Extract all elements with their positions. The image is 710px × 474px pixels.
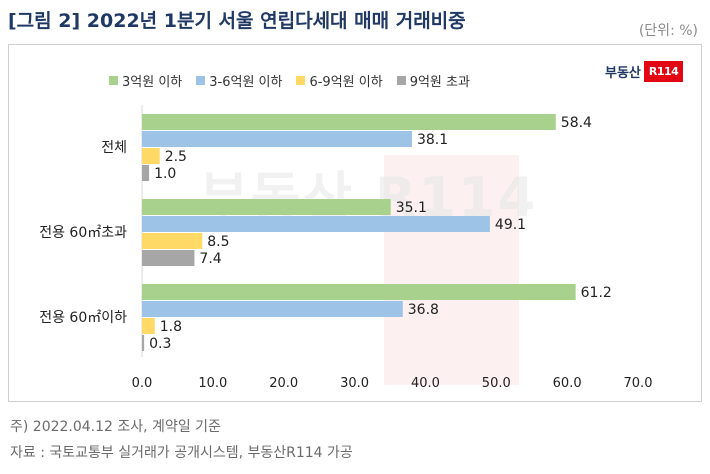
data-label: 1.0 <box>154 166 176 182</box>
data-label: 38.1 <box>417 132 448 148</box>
data-label: 35.1 <box>396 200 427 216</box>
bar <box>142 301 403 317</box>
category-label: 전체 <box>101 140 127 156</box>
x-tick-label: 70.0 <box>624 376 653 391</box>
bar <box>142 216 490 232</box>
legend-item-2: 3-6억원 이하 <box>196 71 282 90</box>
legend-label-3: 6-9억원 이하 <box>309 75 383 90</box>
bar <box>142 165 150 181</box>
bar <box>142 250 195 266</box>
data-label: 49.1 <box>495 217 526 233</box>
bar-chart: 전체 58.4 38.1 2.51.0 전용 60㎡초과 35.1 49.1 8.57.4 전용… <box>39 105 653 391</box>
watermark-box <box>384 155 519 385</box>
x-tick-label: 50.0 <box>482 376 511 391</box>
legend-swatch-2 <box>196 76 206 85</box>
data-label: 58.4 <box>561 115 592 131</box>
legend-item-3: 6-9억원 이하 <box>296 71 383 90</box>
logo-text: 부동산 <box>605 66 641 81</box>
chart-legend: 3억원 이하 3-6억원 이하 6-9억원 이하 9억원 초과 <box>109 71 470 90</box>
category-label: 전용 60㎡이하 <box>39 310 127 326</box>
brand-logo: 부동산 R114 <box>605 61 684 82</box>
page-title: [그림 2] 2022년 1분기 서울 연립다세대 매매 거래비중 <box>8 10 466 32</box>
legend-swatch-3 <box>296 76 306 85</box>
x-tick-label: 0.0 <box>132 376 153 391</box>
legend-item-1: 3억원 이하 <box>109 71 182 90</box>
x-tick-label: 10.0 <box>198 376 227 391</box>
legend-item-4: 9억원 초과 <box>396 71 470 90</box>
data-label: 2.5 <box>165 149 187 165</box>
data-label: 0.3 <box>149 336 171 352</box>
data-label: 1.8 <box>160 319 182 335</box>
data-label: 8.5 <box>207 234 229 250</box>
data-label: 36.8 <box>408 302 439 318</box>
legend-label-4: 9억원 초과 <box>409 75 470 90</box>
legend-label-2: 3-6억원 이하 <box>209 75 283 90</box>
x-tick-label: 20.0 <box>269 376 298 391</box>
logo-box: R114 <box>643 61 684 82</box>
x-tick-label: 30.0 <box>340 376 369 391</box>
bar <box>142 233 203 249</box>
bar <box>142 131 412 147</box>
data-label: 7.4 <box>199 251 221 267</box>
unit-label: (단위: %) <box>638 23 698 39</box>
data-label: 61.2 <box>581 285 612 301</box>
bar <box>142 335 145 351</box>
legend-swatch-1 <box>109 76 118 85</box>
bar <box>142 318 155 334</box>
legend-swatch-4 <box>396 76 406 85</box>
bar <box>142 114 556 130</box>
footnote-survey: 주) 2022.04.12 조사, 계약일 기준 <box>10 419 221 435</box>
bar <box>142 199 391 215</box>
x-tick-label: 40.0 <box>411 376 440 391</box>
bar <box>142 284 576 300</box>
legend-label-1: 3억원 이하 <box>122 75 183 90</box>
bar <box>142 148 160 164</box>
footnote-source: 자료 : 국토교통부 실거래가 공개시스템, 부동산R114 가공 <box>10 445 353 461</box>
x-tick-label: 60.0 <box>553 376 582 391</box>
chart-frame: 부동산 R114 3억원 이하 3-6억원 이하 6-9억원 이하 9억원 초과… <box>8 44 702 402</box>
category-label: 전용 60㎡초과 <box>39 225 127 241</box>
